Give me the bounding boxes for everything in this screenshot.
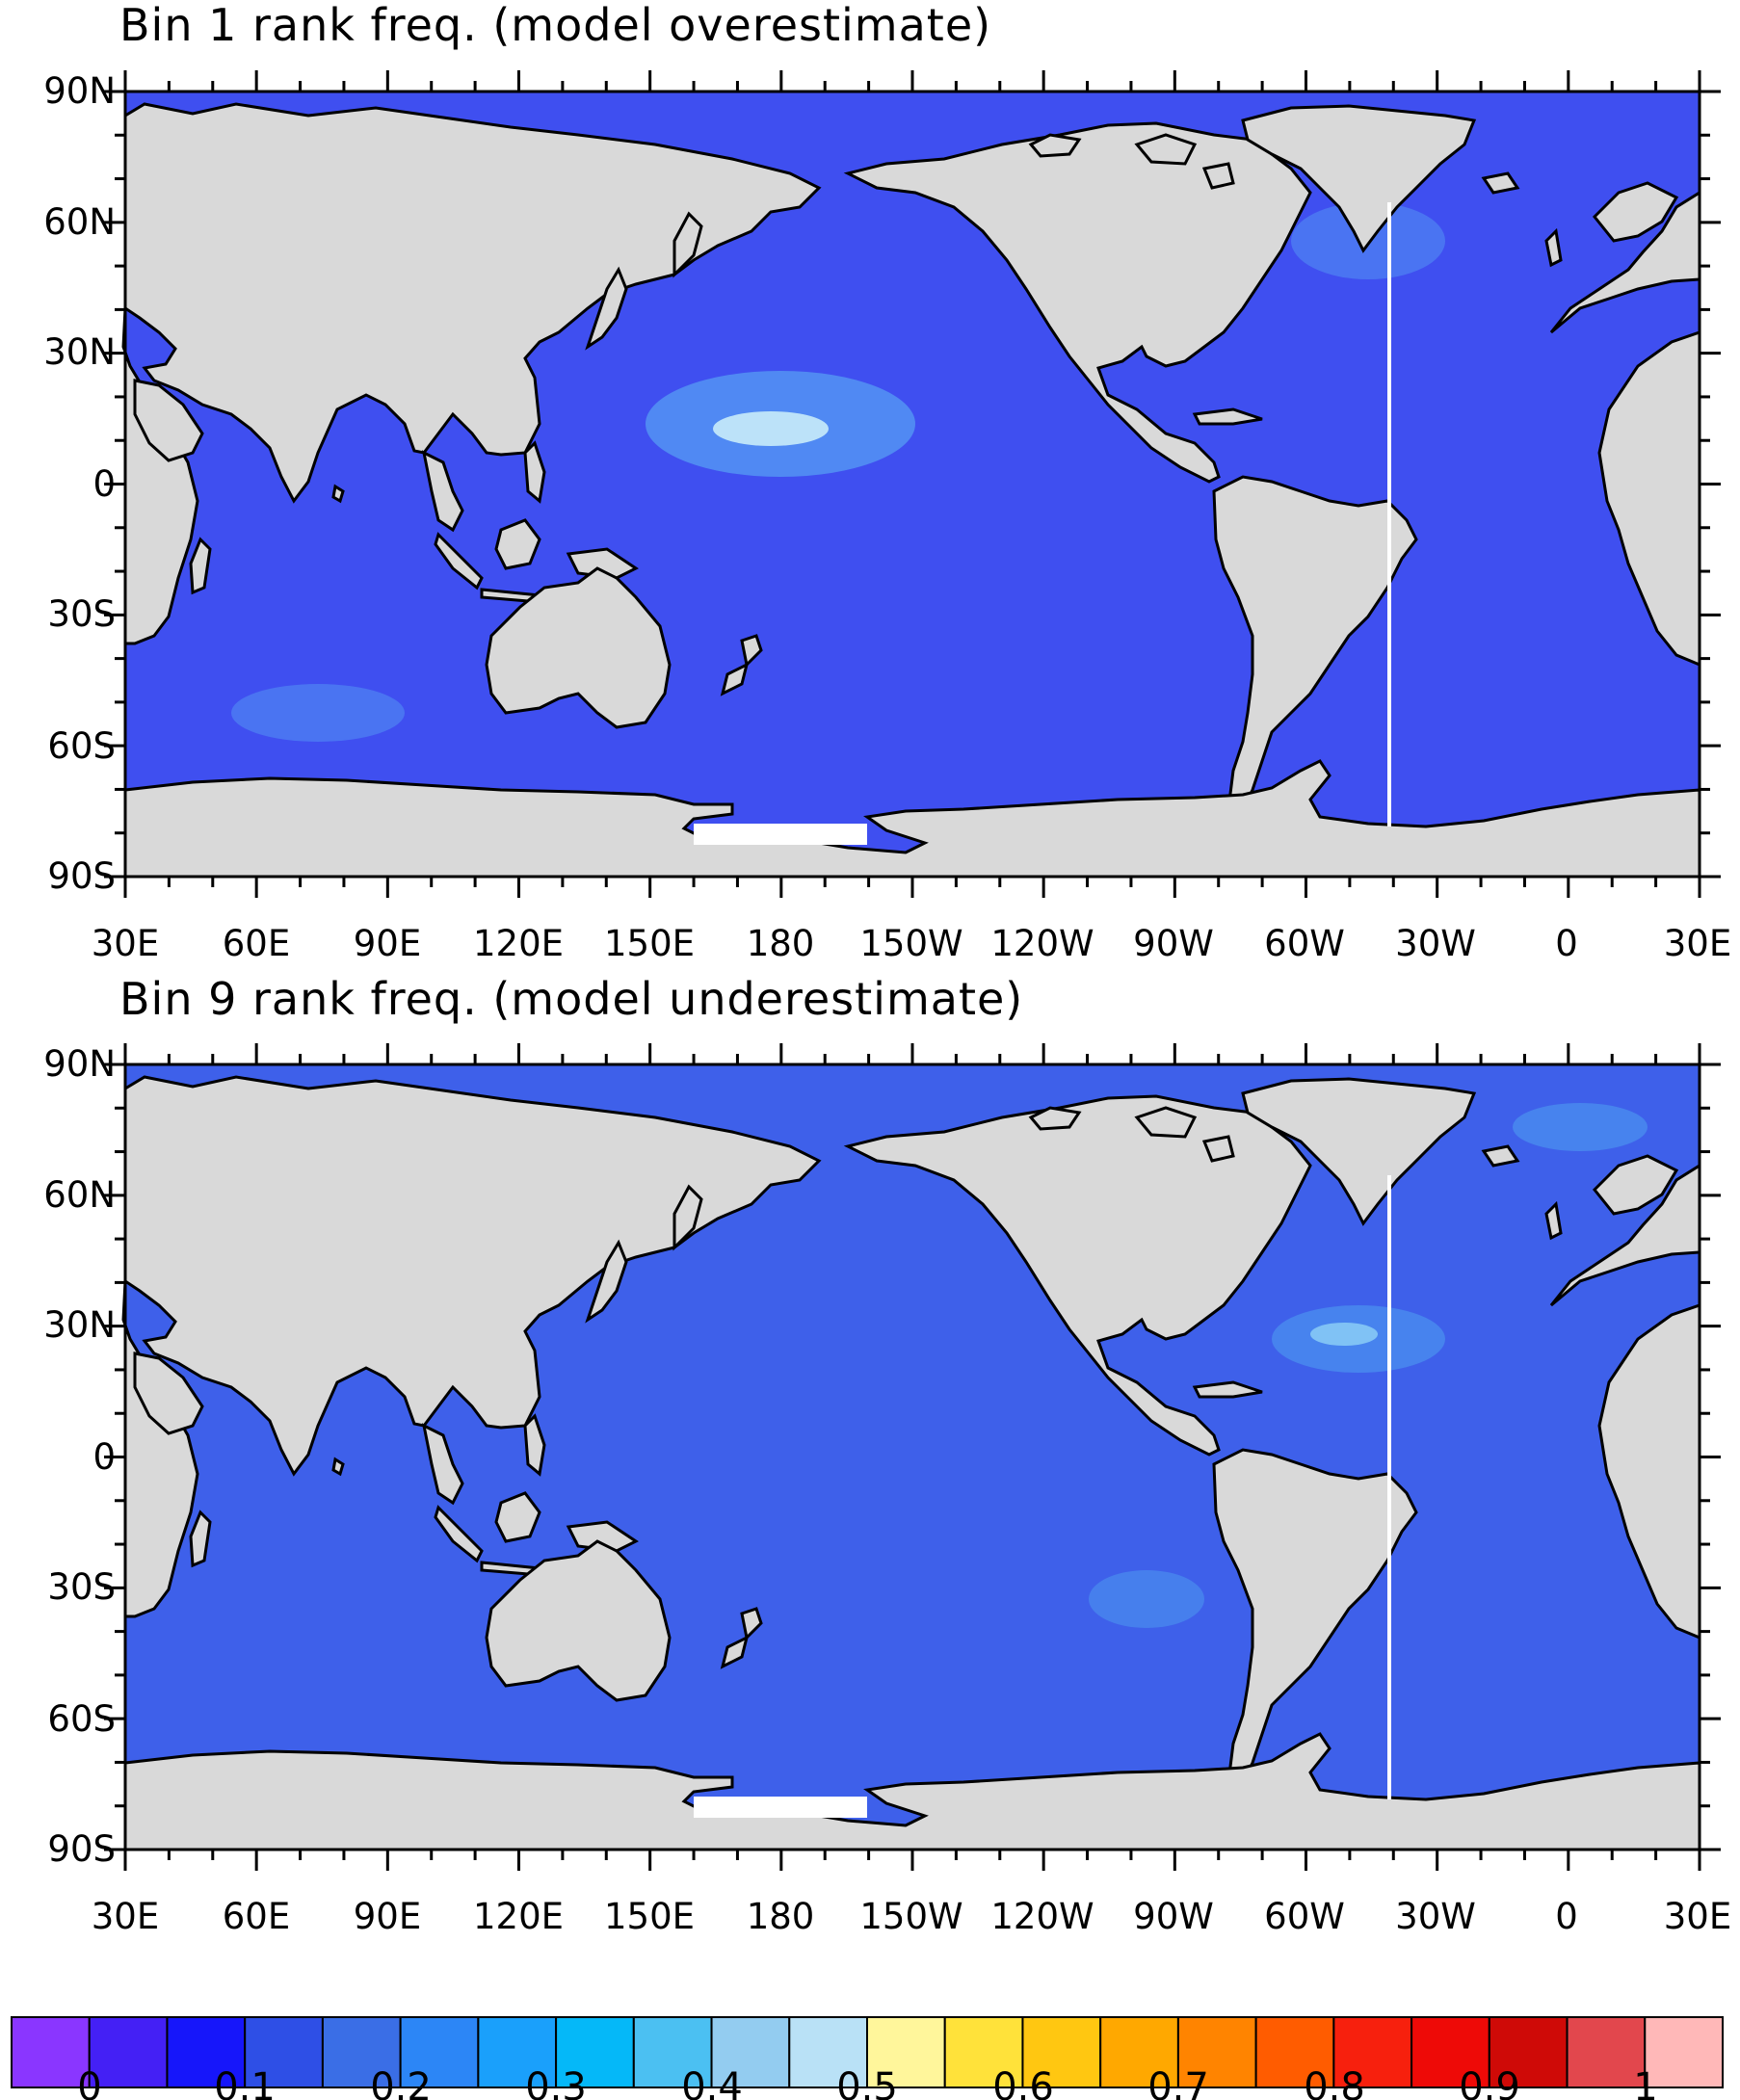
lat-label: 90S bbox=[47, 855, 116, 897]
panel-title: Bin 9 rank freq. (model underestimate) bbox=[119, 973, 1023, 1025]
lat-label: 90S bbox=[47, 1828, 116, 1870]
axis-ticks bbox=[104, 70, 1721, 898]
colorbar-label: 0.1 bbox=[214, 2065, 276, 2100]
lon-labels: 30E 60E 90E 120E 150E 180 150W 120W 90W … bbox=[92, 923, 1731, 964]
colorbar-swatch bbox=[555, 2016, 635, 2088]
ocean-highlight bbox=[1089, 1570, 1204, 1628]
ocean-highlight bbox=[1513, 1103, 1648, 1151]
lat-labels: 90N 60N 30N 0 30S 60S 90S bbox=[43, 70, 116, 897]
lon-label: 90W bbox=[1133, 1896, 1214, 1937]
colorbar-label: 0.5 bbox=[836, 2065, 898, 2100]
colorbar-label: 0 bbox=[77, 2065, 101, 2100]
lon-label: 0 bbox=[1555, 1896, 1578, 1937]
lon-label: 150W bbox=[859, 923, 962, 964]
lon-label: 90W bbox=[1133, 923, 1214, 964]
lon-label: 120W bbox=[990, 923, 1094, 964]
lat-label: 60N bbox=[43, 1174, 116, 1216]
lat-label: 30S bbox=[47, 1566, 116, 1608]
colorbar-swatch bbox=[1254, 2016, 1335, 2088]
lon-label: 120W bbox=[990, 1896, 1094, 1937]
lon-label: 90E bbox=[354, 1896, 421, 1937]
colorbar-label: 0.7 bbox=[1147, 2065, 1209, 2100]
lon-label: 30W bbox=[1395, 923, 1476, 964]
colorbar-label: 0.3 bbox=[525, 2065, 587, 2100]
lon-label: 150W bbox=[859, 1896, 962, 1937]
colorbar-labels: 0 0.1 0.2 0.3 0.4 0.5 0.6 0.7 0.8 0.9 1 bbox=[77, 2065, 1657, 2100]
colorbar-swatch bbox=[477, 2016, 558, 2088]
lon-label: 150E bbox=[604, 1896, 695, 1937]
lon-label: 60W bbox=[1264, 923, 1345, 964]
lon-label: 0 bbox=[1555, 923, 1578, 964]
lon-label: 30E bbox=[92, 1896, 159, 1937]
colorbar-label: 0.4 bbox=[681, 2065, 743, 2100]
lon-label: 150E bbox=[604, 923, 695, 964]
ice-patch bbox=[694, 1797, 867, 1818]
lon-label: 30E bbox=[92, 923, 159, 964]
lon-label: 60W bbox=[1264, 1896, 1345, 1937]
panel-bin-1: Bin 1 rank freq. (model overestimate) 90… bbox=[43, 0, 1731, 964]
colorbar-label: 0.6 bbox=[992, 2065, 1054, 2100]
colorbar-label: 1 bbox=[1633, 2065, 1657, 2100]
lon-label: 30W bbox=[1395, 1896, 1476, 1937]
lon-label: 60E bbox=[223, 923, 290, 964]
lat-label: 60N bbox=[43, 201, 116, 243]
lon-label: 30E bbox=[1664, 1896, 1731, 1937]
colorbar-label: 0.2 bbox=[370, 2065, 432, 2100]
colorbar-swatch bbox=[11, 2016, 91, 2088]
lon-label: 180 bbox=[747, 923, 815, 964]
lon-label: 90E bbox=[354, 923, 421, 964]
lat-label: 90N bbox=[43, 1043, 116, 1085]
ice-patch bbox=[694, 824, 867, 845]
lon-label: 120E bbox=[473, 1896, 564, 1937]
ocean-highlight bbox=[1310, 1323, 1378, 1346]
lon-label: 120E bbox=[473, 923, 564, 964]
lat-label: 0 bbox=[92, 1436, 116, 1478]
colorbar-swatch bbox=[321, 2016, 402, 2088]
lat-label: 90N bbox=[43, 70, 116, 112]
ocean-highlight bbox=[713, 411, 829, 446]
lon-labels: 30E 60E 90E 120E 150E 180 150W 120W 90W … bbox=[92, 1896, 1731, 1937]
ocean-highlight bbox=[231, 684, 405, 742]
colorbar-frame bbox=[11, 2016, 1724, 2088]
colorbar-label: 0.8 bbox=[1304, 2065, 1365, 2100]
lat-label: 60S bbox=[47, 1698, 116, 1740]
panel-title: Bin 1 rank freq. (model overestimate) bbox=[119, 0, 991, 51]
colorbar: 0 0.1 0.2 0.3 0.4 0.5 0.6 0.7 0.8 0.9 1 bbox=[11, 2016, 1724, 2100]
colorbar-swatch bbox=[943, 2016, 1024, 2088]
colorbar-swatch bbox=[244, 2016, 324, 2088]
lon-label: 60E bbox=[223, 1896, 290, 1937]
lat-label: 60S bbox=[47, 725, 116, 767]
colorbar-label: 0.9 bbox=[1459, 2065, 1520, 2100]
lat-label: 30N bbox=[43, 1304, 116, 1346]
panel-bin-9: Bin 9 rank freq. (model underestimate) 9… bbox=[43, 973, 1731, 1937]
lon-label: 180 bbox=[747, 1896, 815, 1937]
axis-ticks bbox=[104, 1043, 1721, 1871]
lon-label: 30E bbox=[1664, 923, 1731, 964]
lat-labels: 90N 60N 30N 0 30S 60S 90S bbox=[43, 1043, 116, 1870]
lat-label: 0 bbox=[92, 463, 116, 505]
lat-label: 30N bbox=[43, 331, 116, 373]
lat-label: 30S bbox=[47, 593, 116, 635]
